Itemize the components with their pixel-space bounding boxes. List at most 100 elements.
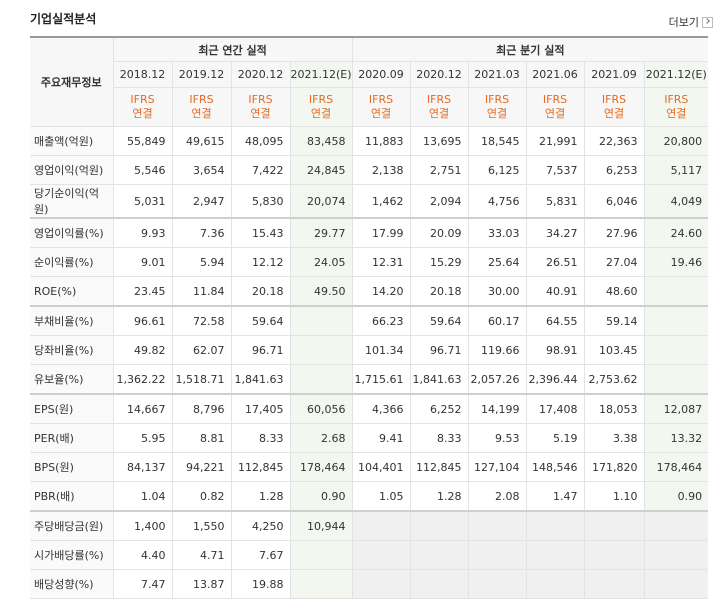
value-cell: 55,849 [112,126,173,156]
period-header: 2020.12 [230,61,291,88]
value-cell: 62.07 [171,335,232,365]
value-cell: 26.51 [525,247,585,277]
value-cell: 1.05 [351,481,411,512]
value-cell: 17,405 [230,393,291,424]
standard-header: IFRS 연결 [171,87,232,127]
value-cell: 1.04 [112,481,173,512]
value-cell: 1,518.71 [171,364,232,395]
value-cell: 20,074 [289,184,353,219]
value-cell: 40.91 [525,276,585,307]
data-row: 당좌비율(%) 49.82 62.07 96.71 101.34 96.71 119.66 9… [30,335,709,365]
value-cell [289,364,353,395]
value-cell: 1.47 [525,481,585,512]
value-cell: 96.71 [409,335,469,365]
group-header: 최근 분기 실적 [351,36,709,62]
value-cell: 24.60 [643,217,709,248]
value-cell [467,540,527,570]
more-link[interactable]: 더보기 [669,14,713,30]
value-cell: 7,537 [525,155,585,185]
value-cell [289,569,353,599]
value-cell: 64.55 [525,305,585,336]
value-cell: 5,830 [230,184,291,219]
value-cell: 25.64 [467,247,527,277]
value-cell: 13,695 [409,126,469,156]
value-cell: 5,546 [112,155,173,185]
value-cell: 7,422 [230,155,291,185]
value-cell: 1,550 [171,510,232,541]
row-label: 영업이익률(%) [30,217,114,248]
standard-header: IFRS 연결 [230,87,291,127]
basis-label: 연결 [544,107,566,120]
value-cell: 10,944 [289,510,353,541]
value-cell: 6,125 [467,155,527,185]
basis-label: 연결 [310,107,332,120]
data-row: ROE(%) 23.45 11.84 20.18 49.50 14.20 20.18 30.0… [30,276,709,307]
value-cell: 34.27 [525,217,585,248]
row-label: ROE(%) [30,276,114,307]
basis-label: 연결 [666,107,687,120]
value-cell: 1,462 [351,184,411,219]
row-label: 주당배당금(원) [30,510,114,541]
value-cell: 4.71 [171,540,232,570]
row-label: 매출액(억원) [30,126,114,156]
value-cell: 60.17 [467,305,527,336]
value-cell: 49.50 [289,276,353,307]
table-head: 주요재무정보 최근 연간 실적 최근 분기 실적 2018.12 2019.12 2020… [30,36,709,127]
value-cell: 66.23 [351,305,411,336]
value-cell: 24,845 [289,155,353,185]
value-cell: 8.33 [409,423,469,453]
standard-label: IFRS [130,93,155,106]
value-cell: 72.58 [171,305,232,336]
standard-label: IFRS [542,93,568,106]
row-label: 당기순이익(억원) [30,184,114,219]
row-label: BPS(원) [30,452,114,482]
period-header: 2021.03 [467,61,527,88]
value-cell: 59.14 [583,305,645,336]
standard-label: IFRS [368,93,394,106]
value-cell: 5,117 [643,155,709,185]
value-cell [525,569,585,599]
value-cell: 0.90 [643,481,709,512]
value-cell [643,364,709,395]
value-cell: 101.34 [351,335,411,365]
more-icon[interactable] [702,16,713,28]
value-cell: 7.36 [171,217,232,248]
value-cell: 5.19 [525,423,585,453]
more-label[interactable]: 더보기 [668,16,699,29]
basis-label: 연결 [191,107,212,120]
value-cell: 9.93 [112,217,173,248]
value-cell: 14.20 [351,276,411,307]
value-cell: 17,408 [525,393,585,424]
value-cell: 1.28 [409,481,469,512]
value-cell: 17.99 [351,217,411,248]
value-cell: 2,751 [409,155,469,185]
value-cell: 6,253 [583,155,645,185]
value-cell: 148,546 [525,452,585,482]
basis-label: 연결 [486,107,508,120]
value-cell: 12,087 [643,393,709,424]
value-cell: 119.66 [467,335,527,365]
value-cell: 2,094 [409,184,469,219]
data-row: 주당배당금(원) 1,400 1,550 4,250 10,944 [30,510,709,541]
value-cell: 5.94 [171,247,232,277]
value-cell [643,510,709,541]
value-cell: 4,049 [643,184,709,219]
value-cell [525,510,585,541]
value-cell [643,569,709,599]
standard-header: IFRS 연결 [409,87,469,127]
value-cell: 20,800 [643,126,709,156]
value-cell: 59.64 [409,305,469,336]
value-cell: 4,756 [467,184,527,219]
value-cell: 20.18 [409,276,469,307]
value-cell: 94,221 [171,452,232,482]
value-cell: 33.03 [467,217,527,248]
value-cell: 7.67 [230,540,291,570]
value-cell: 96.61 [112,305,173,336]
basis-label: 연결 [428,107,450,120]
period-header: 2021.12(E) [289,61,353,88]
value-cell: 127,104 [467,452,527,482]
data-row: 매출액(억원) 55,849 49,615 48,095 83,458 11,883 13,… [30,126,709,156]
row-label: 순이익률(%) [30,247,114,277]
standard-header: IFRS 연결 [289,87,353,127]
header-row: 2018.12 2019.12 2020.12 2021.12(E) 2020.09 20… [30,61,709,88]
